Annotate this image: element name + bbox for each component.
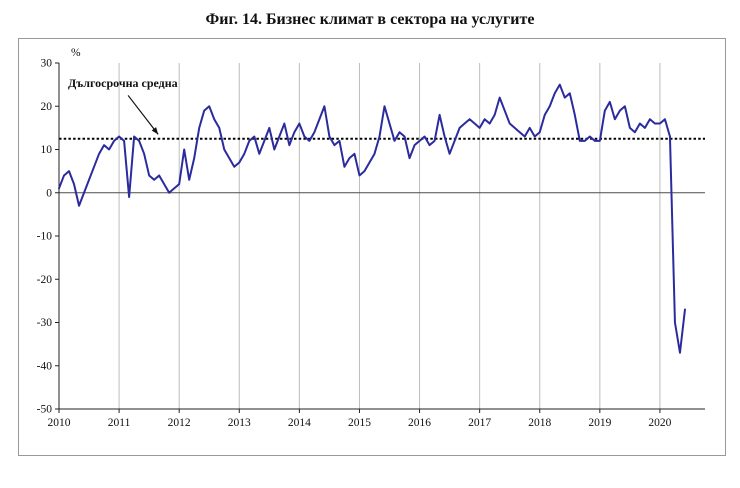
- chart-frame: 30 20 10 0 -10 -20 -30 -40 -50% 2010 2011 2012 2013 2…: [18, 38, 726, 456]
- y-tick-label: 10: [41, 144, 53, 156]
- x-tick-label: 2014: [288, 417, 311, 429]
- x-tick-label: 2010: [48, 417, 71, 429]
- x-tick-label: 2020: [648, 417, 671, 429]
- x-tick-label: 2011: [108, 417, 131, 429]
- x-axis-labels: 2010 2011 2012 2013 2014 2015 2016 2017 2018 2019…: [48, 409, 672, 429]
- x-tick-label: 2012: [168, 417, 191, 429]
- x-tick-label: 2016: [408, 417, 431, 429]
- chart-title: Фиг. 14. Бизнес климат в сектора на услу…: [205, 11, 535, 28]
- y-tick-label: 30: [41, 58, 53, 70]
- x-tick-label: 2013: [228, 417, 251, 429]
- y-tick-label: 20: [41, 101, 53, 113]
- x-tick-label: 2017: [468, 417, 491, 429]
- gridlines: [118, 63, 661, 409]
- annotation-label: Дългосрочна средна: [68, 76, 178, 90]
- y-tick-label: -20: [37, 274, 53, 286]
- x-tick-label: 2018: [528, 417, 551, 429]
- y-tick-label: -50: [37, 404, 53, 416]
- y-axis-labels: 30 20 10 0 -10 -20 -30 -40 -50: [37, 58, 59, 416]
- x-tick-label: 2019: [588, 417, 611, 429]
- y-tick-label: 0: [46, 187, 52, 199]
- y-tick-label: -40: [37, 360, 53, 372]
- y-tick-label: -10: [37, 231, 53, 243]
- data-line-series: [58, 83, 686, 354]
- x-tick-label: 2015: [348, 417, 371, 429]
- annotation-arrow: [127, 95, 159, 135]
- y-axis-unit-label: %: [71, 47, 81, 59]
- y-tick-label: -30: [37, 317, 53, 329]
- axes: [58, 63, 705, 410]
- annotation-arrowhead-icon: [151, 127, 159, 135]
